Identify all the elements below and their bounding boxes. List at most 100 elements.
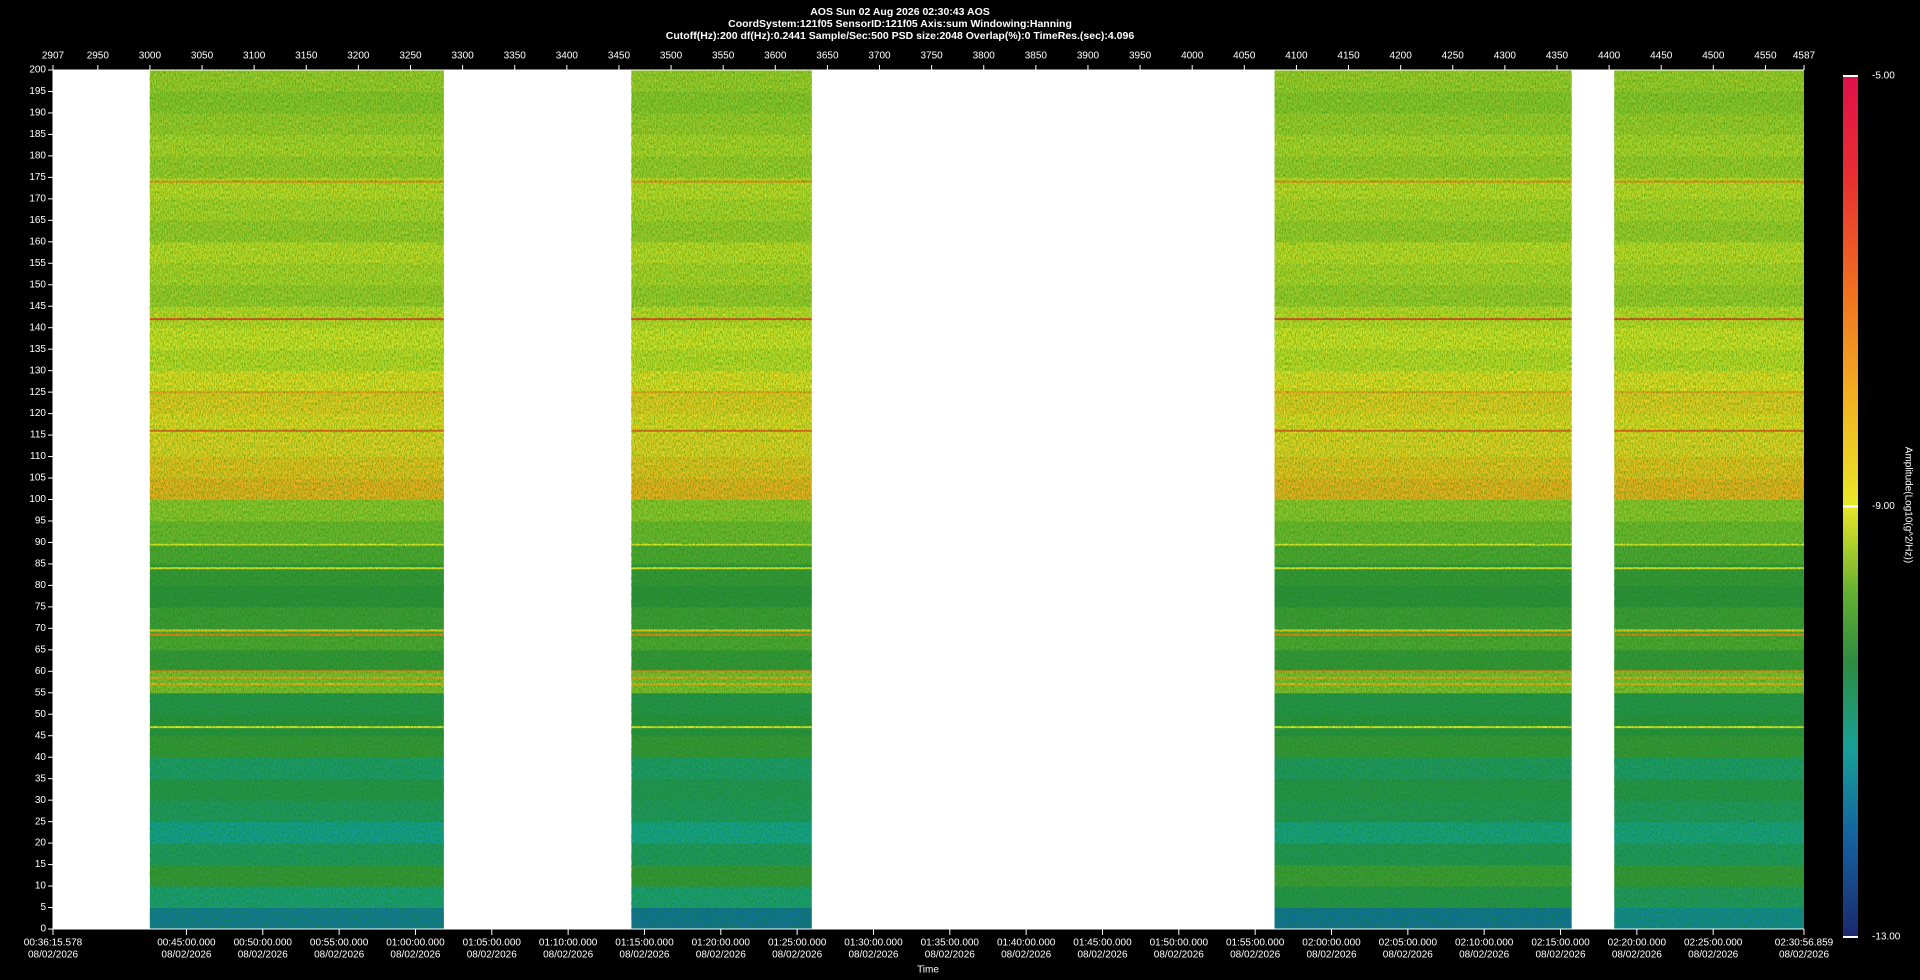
x-tick-label: 4150 bbox=[1337, 51, 1360, 62]
y-tick-label: 140 bbox=[29, 322, 46, 333]
y-tick-label: 170 bbox=[29, 193, 46, 204]
y-tick-label: 120 bbox=[29, 408, 46, 419]
time-tick-label: 01:50:00.000 bbox=[1150, 938, 1209, 949]
time-tick-date: 08/02/2026 bbox=[390, 950, 440, 961]
y-tick-label: 130 bbox=[29, 365, 46, 376]
y-tick-label: 60 bbox=[35, 666, 47, 677]
time-tick-date: 08/02/2026 bbox=[1077, 950, 1127, 961]
time-tick-date: 08/02/2026 bbox=[1154, 950, 1204, 961]
x-axis-label: Time bbox=[917, 965, 939, 976]
time-tick-date: 08/02/2026 bbox=[1688, 950, 1738, 961]
segment bbox=[631, 70, 812, 930]
y-tick-label: 45 bbox=[35, 730, 47, 741]
x-tick-label: 3300 bbox=[451, 51, 474, 62]
time-tick-label: 00:55:00.000 bbox=[310, 938, 369, 949]
y-tick-label: 100 bbox=[29, 494, 46, 505]
time-tick-date: 08/02/2026 bbox=[619, 950, 669, 961]
y-tick-label: 200 bbox=[29, 65, 46, 76]
y-tick-label: 25 bbox=[35, 816, 47, 827]
x-tick-label: 3550 bbox=[712, 51, 735, 62]
time-tick-date: 08/02/2026 bbox=[1779, 950, 1829, 961]
y-tick-label: 155 bbox=[29, 258, 46, 269]
y-tick-label: 180 bbox=[29, 151, 46, 162]
chart-subtitle: Cutoff(Hz):200 df(Hz):0.2441 Sample/Sec:… bbox=[666, 30, 1135, 42]
x-tick-label: 4550 bbox=[1754, 51, 1777, 62]
time-tick-label: 01:00:00.000 bbox=[386, 938, 445, 949]
time-tick-label: 02:05:00.000 bbox=[1379, 938, 1438, 949]
segment bbox=[1614, 70, 1804, 930]
x-tick-label: 3150 bbox=[295, 51, 318, 62]
colorbar-tick-label: -5.00 bbox=[1872, 71, 1895, 82]
y-tick-label: 115 bbox=[30, 430, 46, 441]
time-tick-label: 01:25:00.000 bbox=[768, 938, 827, 949]
time-tick-label: 00:45:00.000 bbox=[157, 938, 216, 949]
x-tick-label: 4250 bbox=[1442, 51, 1465, 62]
x-tick-label: 3100 bbox=[243, 51, 266, 62]
time-tick-label: 00:36:15.578 bbox=[24, 938, 83, 949]
time-tick-date: 08/02/2026 bbox=[1230, 950, 1280, 961]
x-tick-label: 3250 bbox=[399, 51, 422, 62]
x-tick-label: 3900 bbox=[1077, 51, 1100, 62]
y-tick-label: 145 bbox=[29, 301, 46, 312]
x-tick-label: 4350 bbox=[1546, 51, 1569, 62]
time-tick-label: 02:30:56.859 bbox=[1775, 938, 1834, 949]
y-tick-label: 85 bbox=[35, 559, 47, 570]
x-tick-label: 4000 bbox=[1181, 51, 1204, 62]
chart-title: AOS Sun 02 Aug 2026 02:30:43 AOS bbox=[810, 6, 990, 18]
x-tick-label: 3050 bbox=[191, 51, 214, 62]
x-tick-label: 3650 bbox=[816, 51, 839, 62]
y-tick-label: 185 bbox=[29, 129, 46, 140]
time-tick-date: 08/02/2026 bbox=[1383, 950, 1433, 961]
y-tick-label: 165 bbox=[29, 215, 46, 226]
x-tick-label: 3800 bbox=[973, 51, 996, 62]
x-tick-label: 3500 bbox=[660, 51, 683, 62]
time-tick-label: 02:25:00.000 bbox=[1684, 938, 1743, 949]
time-tick-date: 08/02/2026 bbox=[543, 950, 593, 961]
time-tick-label: 01:15:00.000 bbox=[615, 938, 674, 949]
y-tick-label: 175 bbox=[29, 172, 46, 183]
time-tick-date: 08/02/2026 bbox=[238, 950, 288, 961]
time-tick-label: 00:50:00.000 bbox=[234, 938, 293, 949]
time-tick-label: 02:10:00.000 bbox=[1455, 938, 1514, 949]
y-tick-label: 80 bbox=[35, 580, 47, 591]
y-tick-label: 30 bbox=[35, 795, 47, 806]
time-tick-date: 08/02/2026 bbox=[696, 950, 746, 961]
x-tick-label: 4050 bbox=[1233, 51, 1256, 62]
y-tick-label: 35 bbox=[35, 773, 47, 784]
y-tick-label: 10 bbox=[35, 881, 47, 892]
y-tick-label: 0 bbox=[40, 924, 46, 935]
segment bbox=[1274, 70, 1572, 930]
y-tick-label: 135 bbox=[29, 344, 46, 355]
time-tick-date: 08/02/2026 bbox=[1306, 950, 1356, 961]
x-tick-label: 4450 bbox=[1650, 51, 1673, 62]
x-tick-label: 3700 bbox=[868, 51, 891, 62]
time-tick-label: 01:40:00.000 bbox=[997, 938, 1056, 949]
colorbar-label: Amplitude(Log10(g^2/Hz)) bbox=[1902, 447, 1913, 563]
time-tick-label: 01:45:00.000 bbox=[1073, 938, 1132, 949]
y-tick-label: 75 bbox=[35, 602, 47, 613]
x-tick-label: 4300 bbox=[1494, 51, 1517, 62]
time-tick-label: 02:20:00.000 bbox=[1608, 938, 1667, 949]
y-tick-label: 40 bbox=[35, 752, 47, 763]
y-tick-label: 195 bbox=[29, 86, 46, 97]
time-tick-date: 08/02/2026 bbox=[848, 950, 898, 961]
time-tick-label: 02:15:00.000 bbox=[1531, 938, 1590, 949]
y-tick-label: 5 bbox=[40, 902, 46, 913]
time-tick-label: 01:30:00.000 bbox=[844, 938, 903, 949]
time-tick-date: 08/02/2026 bbox=[314, 950, 364, 961]
time-tick-date: 08/02/2026 bbox=[1459, 950, 1509, 961]
x-tick-label: 3950 bbox=[1129, 51, 1152, 62]
y-tick-label: 70 bbox=[35, 623, 47, 634]
segment bbox=[149, 70, 444, 930]
x-tick-label: 3750 bbox=[921, 51, 944, 62]
y-tick-label: 150 bbox=[29, 279, 46, 290]
y-tick-label: 105 bbox=[29, 473, 46, 484]
y-tick-label: 110 bbox=[30, 451, 46, 462]
time-tick-date: 08/02/2026 bbox=[467, 950, 517, 961]
y-tick-label: 15 bbox=[35, 859, 47, 870]
x-tick-label: 4587 bbox=[1793, 51, 1816, 62]
y-tick-label: 160 bbox=[29, 236, 46, 247]
time-tick-date: 08/02/2026 bbox=[772, 950, 822, 961]
time-tick-label: 01:35:00.000 bbox=[921, 938, 980, 949]
